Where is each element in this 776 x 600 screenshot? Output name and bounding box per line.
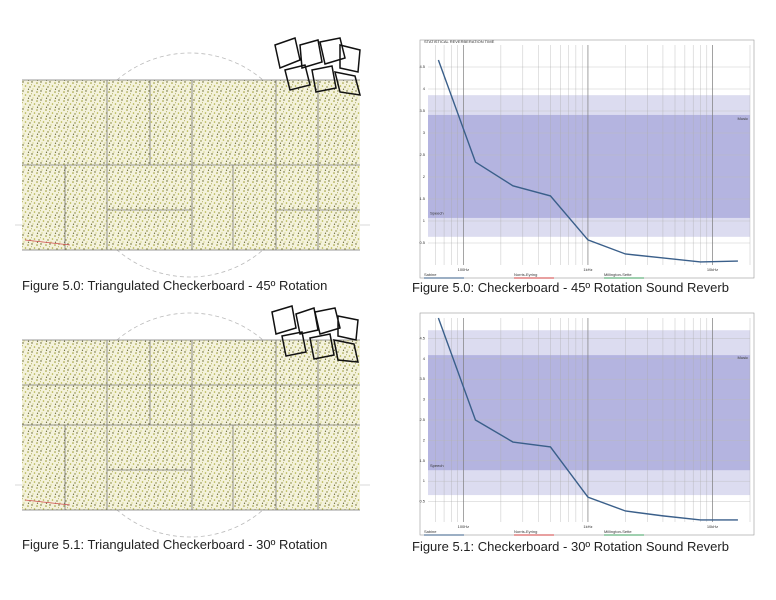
y-tick-label: 3.5: [419, 376, 425, 381]
data-line: [437, 317, 738, 521]
legend-label: Millington-Sette: [604, 529, 632, 534]
y-tick-label: 3: [423, 397, 426, 402]
x-tick-label: 1kHz: [583, 524, 592, 529]
band-label: Speech: [430, 463, 444, 468]
legend-label: Sabine: [424, 529, 437, 534]
y-tick-label: 2.5: [419, 417, 425, 422]
y-tick-label: 4: [423, 86, 426, 91]
band-label: Speech: [430, 210, 444, 215]
band-label: Music: [738, 355, 748, 360]
y-tick-label: 0.5: [419, 240, 425, 245]
y-tick-label: 4.5: [419, 64, 425, 69]
y-tick-label: 4.5: [419, 335, 425, 340]
y-tick-label: 1: [423, 478, 426, 483]
figure-caption: Figure 5.0: Triangulated Checkerboard - …: [22, 278, 327, 293]
x-tick-label: 100Hz: [458, 267, 470, 272]
y-tick-label: 3.5: [419, 108, 425, 113]
chart-caption: Figure 5.1: Checkerboard - 30º Rotation …: [412, 539, 729, 554]
figure-caption: Figure 5.1: Triangulated Checkerboard - …: [22, 537, 327, 552]
chart-title: STATISTICAL REVERBERATION TIME: [424, 39, 495, 44]
legend-label: Norris-Eyring: [514, 272, 537, 277]
range-band: [428, 355, 750, 471]
band-label: Music: [738, 116, 748, 121]
y-tick-label: 1.5: [419, 196, 425, 201]
x-tick-label: 1kHz: [583, 267, 592, 272]
data-line: [437, 59, 738, 263]
x-tick-label: 10kHz: [707, 267, 718, 272]
y-tick-label: 1: [423, 218, 426, 223]
y-tick-label: 2: [423, 437, 426, 442]
y-tick-label: 3: [423, 130, 426, 135]
y-tick-label: 1.5: [419, 458, 425, 463]
checkerboard-figure: [15, 37, 370, 278]
y-tick-label: 4: [423, 356, 426, 361]
chart-caption: Figure 5.0: Checkerboard - 45º Rotation …: [412, 280, 729, 295]
y-tick-label: 2.5: [419, 152, 425, 157]
x-tick-label: 100Hz: [458, 524, 470, 529]
range-band: [428, 114, 750, 218]
y-tick-label: 0.5: [419, 499, 425, 504]
checkerboard-figure: [15, 305, 370, 538]
x-tick-label: 10kHz: [707, 524, 718, 529]
legend-label: Millington-Sette: [604, 272, 632, 277]
legend-label: Norris-Eyring: [514, 529, 537, 534]
legend-label: Sabine: [424, 272, 437, 277]
y-tick-label: 2: [423, 174, 426, 179]
